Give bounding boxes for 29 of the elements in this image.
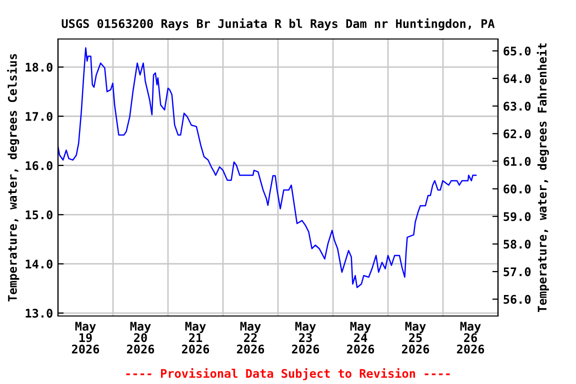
- x-tick-label: May 21 2026: [182, 322, 210, 354]
- y-tick-label: 14.0: [26, 260, 52, 268]
- x-tick-label: May 26 2026: [456, 322, 484, 354]
- x-tick-label: May 23 2026: [292, 322, 320, 354]
- x-tick-label: May 25 2026: [402, 322, 430, 354]
- y2-tick-label: 65.0: [504, 46, 531, 56]
- y2-tick-label: 57.0: [504, 267, 531, 276]
- line-series: [58, 47, 477, 288]
- y-tick-label: 15.0: [26, 210, 52, 220]
- y-tick-label: 18.0: [26, 62, 52, 72]
- y2-tick-label: 62.0: [504, 129, 531, 138]
- y2-axis-title: Temperature, water, degrees Fahrenheit: [536, 43, 549, 312]
- x-tick-label: May 22 2026: [236, 322, 264, 354]
- text: ---- Provisional Data Subject to Revision ----: [126, 368, 450, 380]
- y2-tick-label: 63.0: [504, 102, 531, 111]
- x-tick-label: May 24 2026: [346, 322, 374, 354]
- y2-tick-label: 58.0: [504, 240, 531, 249]
- x-tick-label: May 20 2026: [126, 322, 154, 354]
- y2-tick-label: 56.0: [504, 294, 531, 304]
- x-tick-label: May 19 2026: [72, 322, 100, 354]
- y2-tick-label: 60.0: [504, 184, 531, 194]
- y2-tick-label: 61.0: [504, 156, 531, 166]
- chart-title: USGS 01563200 Rays Br Juniata R bl Rays Dam nr Huntingdon, PA: [62, 18, 495, 30]
- y2-tick-label: 59.0: [504, 212, 531, 222]
- y-tick-label: 13.0: [26, 308, 52, 318]
- y-axis-title: Temperature, water, degrees Celsius: [7, 54, 20, 302]
- y-tick-label: 17.0: [26, 112, 52, 121]
- y-tick-label: 16.0: [26, 161, 52, 170]
- y2-tick-label: 64.0: [504, 74, 531, 84]
